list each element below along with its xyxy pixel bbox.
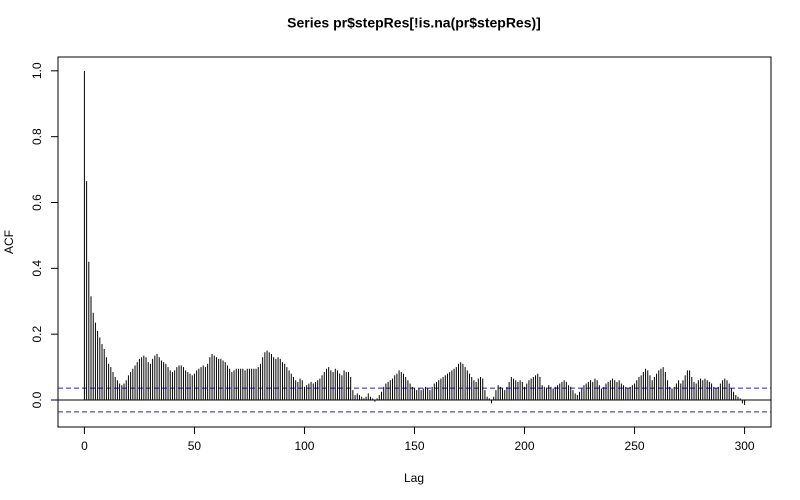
y-tick-label: 0.4 <box>30 260 44 277</box>
x-tick-label: 300 <box>735 439 755 453</box>
y-axis-label: ACF <box>2 230 16 254</box>
y-tick-label: 1.0 <box>30 62 44 79</box>
x-tick-label: 200 <box>515 439 535 453</box>
x-tick-label: 100 <box>294 439 314 453</box>
x-tick-label: 250 <box>625 439 645 453</box>
x-tick-label: 0 <box>81 439 88 453</box>
chart-title: Series pr$stepRes[!is.na(pr$stepRes)] <box>287 15 541 31</box>
y-tick-label: 0.2 <box>30 326 44 343</box>
x-axis-label: Lag <box>404 471 424 485</box>
y-tick-label: 0.6 <box>30 194 44 211</box>
x-tick-label: 50 <box>188 439 202 453</box>
y-tick-label: 0.0 <box>30 391 44 408</box>
y-tick-label: 0.8 <box>30 128 44 145</box>
x-tick-label: 150 <box>404 439 424 453</box>
